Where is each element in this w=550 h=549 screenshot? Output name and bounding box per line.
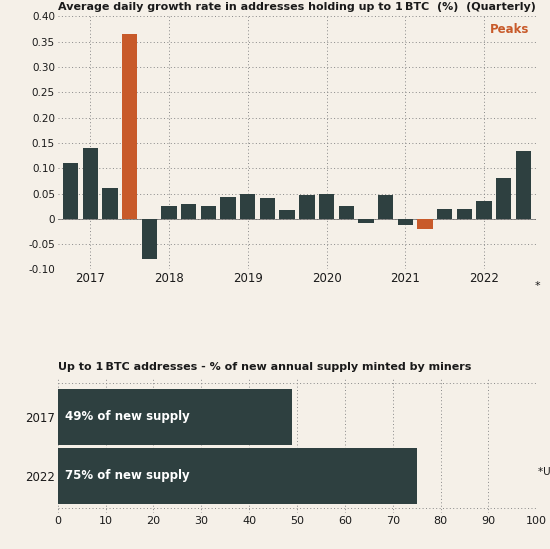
Bar bbox=[82, 148, 98, 219]
Bar bbox=[63, 163, 78, 219]
Text: *Until 10 July 2022: *Until 10 July 2022 bbox=[538, 467, 550, 477]
Text: 49% of new supply: 49% of new supply bbox=[65, 410, 190, 423]
Bar bbox=[378, 195, 393, 219]
Bar bbox=[58, 389, 292, 445]
Bar bbox=[516, 150, 531, 219]
Bar bbox=[221, 197, 236, 219]
Bar bbox=[299, 194, 315, 219]
Bar bbox=[319, 194, 334, 219]
Text: *: * bbox=[535, 281, 541, 291]
Bar bbox=[456, 209, 472, 219]
Bar bbox=[260, 198, 275, 219]
Bar bbox=[279, 210, 295, 219]
Bar bbox=[142, 219, 157, 259]
Bar bbox=[102, 188, 118, 219]
Bar bbox=[417, 219, 433, 229]
Bar bbox=[58, 447, 417, 504]
Bar bbox=[496, 178, 512, 219]
Bar bbox=[358, 219, 373, 223]
Bar bbox=[240, 194, 255, 219]
Bar bbox=[339, 206, 354, 219]
Text: Average daily growth rate in addresses holding up to 1 BTC  (%)  (Quarterly): Average daily growth rate in addresses h… bbox=[58, 2, 536, 12]
Bar bbox=[181, 204, 196, 219]
Text: 75% of new supply: 75% of new supply bbox=[65, 469, 190, 482]
Bar bbox=[398, 219, 413, 225]
Text: Up to 1 BTC addresses - % of new annual supply minted by miners: Up to 1 BTC addresses - % of new annual … bbox=[58, 362, 471, 372]
Text: Peaks: Peaks bbox=[490, 23, 529, 36]
Bar bbox=[122, 34, 138, 219]
Bar bbox=[201, 206, 216, 219]
Bar bbox=[161, 206, 177, 219]
Bar bbox=[476, 201, 492, 219]
Bar bbox=[437, 209, 452, 219]
